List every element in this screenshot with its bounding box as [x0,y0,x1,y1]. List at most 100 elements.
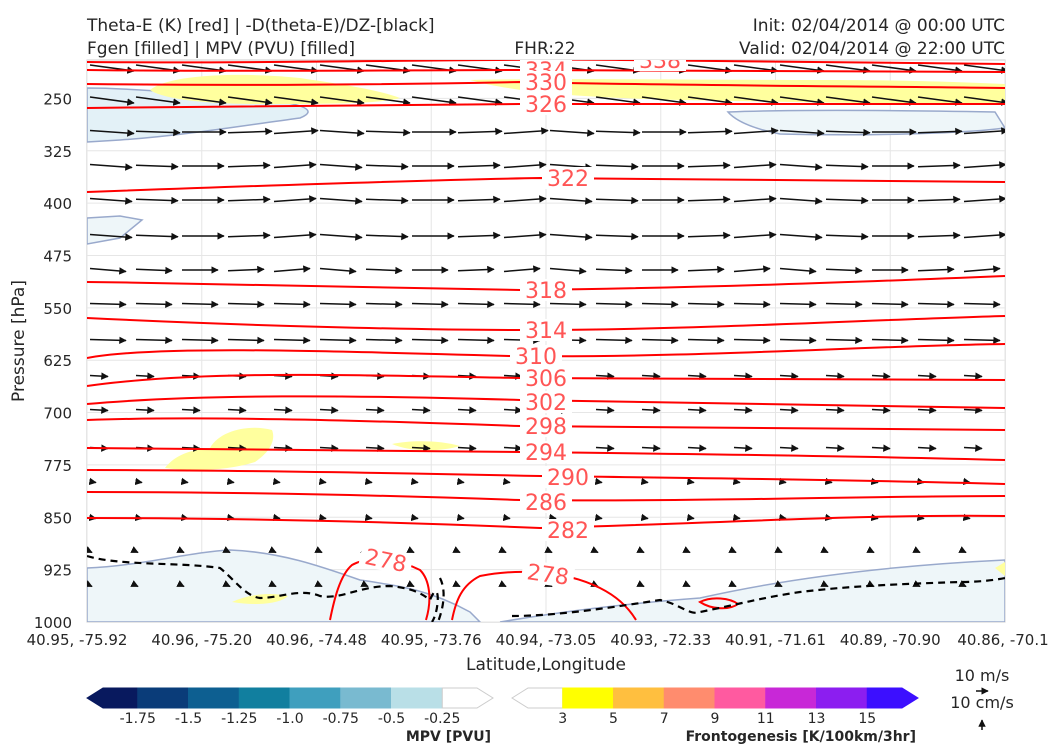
wind-vector [227,195,271,204]
wind-vector [779,406,799,414]
wind-vector [549,300,587,309]
wind-vector [135,300,173,309]
contour-label: 282 [547,519,589,544]
wind-vector [825,64,871,74]
wind-vector [273,231,317,239]
x-tick-label: 40.95, -73.76 [381,631,482,649]
wind-vector [732,513,741,522]
wind-vector [640,513,649,522]
wind-vector [917,372,937,380]
wind-vector [687,127,733,136]
wind-vector [503,161,547,169]
x-tick-label: 40.96, -74.48 [266,631,367,649]
contour-label-bg [520,441,572,463]
wind-vector [687,372,707,380]
wind-vector [962,513,971,522]
wind-vector [917,300,955,309]
wind-vector [687,300,725,309]
wind-vector [226,477,235,486]
wind-vector [590,546,599,554]
wind-vector [733,372,753,380]
wind-vector [728,580,737,588]
wind-vector [641,372,661,380]
colorbar-swatch [137,687,189,709]
wind-vector [595,162,639,171]
fgen-region-upper-left [150,74,400,104]
dashed-line-drop [436,577,445,622]
wind-vector [774,580,783,588]
wind-vector [411,300,449,309]
wind-vector [687,195,731,204]
plot-area: 3383343303263223183143103063022982942902… [86,59,1006,623]
wind-vector [227,406,247,414]
wind-vector [503,265,541,273]
contour-label-bg [520,367,572,389]
wind-vector [135,96,181,106]
colorbar-tick-label: 5 [609,711,618,727]
contour-label-bg [358,543,414,577]
colorbar-swatch [866,687,919,709]
contour-label-bg [520,491,572,513]
wind-vector [549,197,593,205]
reference-vector-vertical-label: 10 cm/s [950,693,1014,712]
mpv-region-left-400 [87,215,144,245]
wind-vector [544,546,553,554]
wind-vector [365,232,409,241]
wind-vector [641,300,679,309]
wind-vector [365,266,403,275]
wind-vector [779,300,817,309]
wind-vector [682,580,691,588]
wind-vector [273,161,317,169]
wind-vector [595,444,615,452]
y-tick-label: 400 [43,195,72,213]
wind-vector [641,336,679,345]
contour-label: 310 [515,345,557,370]
wind-vector [549,267,587,275]
wind-vector [824,477,833,486]
colorbar-tick-label: -0.25 [424,711,460,727]
y-tick-label: 700 [43,405,72,423]
wind-vector [595,96,641,106]
wind-vector [595,266,633,275]
wind-vector [820,580,829,588]
wind-vector [135,336,173,345]
wind-vector [452,546,461,554]
wind-vector [365,336,403,345]
contour-label-bg [520,415,572,437]
wind-vector [641,444,661,452]
wind-vector [641,96,687,106]
wind-vector [273,265,311,273]
wind-vector [963,444,983,452]
wind-vector [457,444,477,452]
contour-label: 302 [525,391,567,416]
y-tick-label: 625 [43,352,72,370]
wind-vector [410,513,419,522]
wind-vector [687,96,733,106]
wind-vector [503,372,523,380]
wind-vector [319,129,365,137]
wind-vector [272,477,281,486]
wind-vector [595,196,639,205]
wind-vector [733,127,779,135]
wind-vector [365,196,409,205]
wind-vector [549,129,595,137]
wind-vector [595,336,633,345]
wind-vector [410,477,419,486]
wind-vector [273,195,317,203]
contour-label: 290 [547,466,589,491]
wind-vector [640,477,649,486]
y-tick-label: 850 [43,509,72,527]
wind-vector [544,580,553,588]
colorbar-tick-label: 9 [711,711,720,727]
wind-vector [456,477,465,486]
title-left-line1: Theta-E (K) [red] | -D(theta-E)/DZ-[blac… [86,16,435,36]
wind-vector [820,546,829,554]
wind-vector [595,406,615,414]
wind-vector [452,580,461,588]
wind-vector [457,265,495,274]
wind-vector [406,546,415,554]
wind-vector [135,196,179,205]
wind-vector [548,513,557,522]
fgen-region-right-edge [995,562,1005,576]
